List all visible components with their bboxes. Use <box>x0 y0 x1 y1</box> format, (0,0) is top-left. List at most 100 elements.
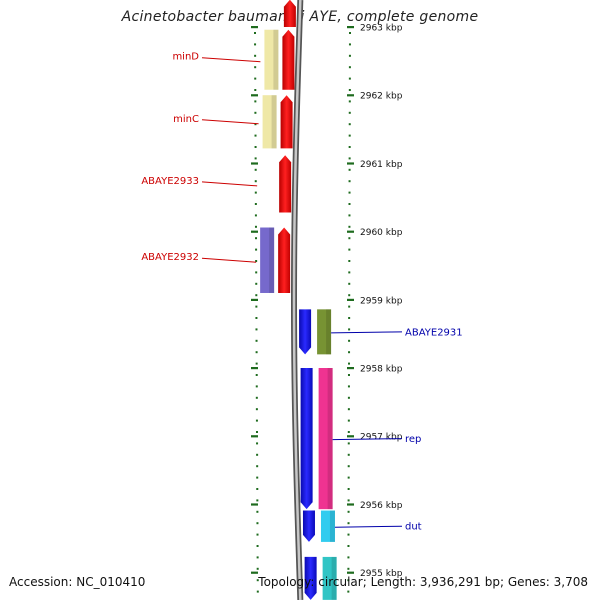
label-leader <box>334 525 403 528</box>
accession-value: NC_010410 <box>76 575 146 589</box>
genes-label: Genes: <box>507 575 550 589</box>
minor-tick <box>254 77 257 80</box>
gene-label-rep[interactable]: rep <box>405 434 421 445</box>
minor-tick <box>348 66 351 69</box>
minor-tick <box>254 123 257 126</box>
genes-value: 3,708 <box>553 575 588 589</box>
gene-gap <box>262 360 282 363</box>
tick-label: 2961 kbp <box>360 160 403 170</box>
minor-tick <box>255 237 258 240</box>
gene-arrow-ABAYE2932[interactable] <box>278 227 291 293</box>
major-tick-right <box>347 26 354 29</box>
tick-label: 2956 kbp <box>360 501 403 511</box>
minor-tick <box>348 260 351 262</box>
minor-tick <box>256 510 259 513</box>
cog-box-minD <box>264 29 279 90</box>
minor-tick <box>348 351 351 354</box>
minor-tick <box>255 260 258 262</box>
major-tick-left <box>251 503 258 506</box>
minor-tick <box>256 465 259 468</box>
minor-tick <box>254 43 257 46</box>
minor-tick <box>255 248 258 251</box>
minor-tick <box>347 374 350 376</box>
gene-label-ABAYE2931[interactable]: ABAYE2931 <box>405 327 463 338</box>
minor-tick <box>255 408 258 411</box>
gene-label-minD[interactable]: minD <box>172 52 199 63</box>
minor-tick <box>256 567 259 570</box>
gene-arrow-minD[interactable] <box>282 29 295 90</box>
minor-tick <box>348 89 351 91</box>
minor-tick <box>254 157 257 160</box>
label-leader <box>201 181 258 187</box>
minor-tick <box>254 100 257 103</box>
minor-tick <box>348 123 351 126</box>
major-tick-left <box>251 367 258 370</box>
minor-tick <box>348 282 351 285</box>
minor-tick <box>348 146 351 148</box>
cog-box-shade <box>269 227 275 293</box>
major-tick-right <box>347 435 354 438</box>
major-tick-left <box>251 162 258 165</box>
gene-arrow-ABAYE2931[interactable] <box>299 309 312 355</box>
cog-box-rep <box>318 368 333 510</box>
gene-label-dut[interactable]: dut <box>405 522 422 533</box>
gene-gap <box>262 508 282 511</box>
minor-tick <box>254 54 257 57</box>
minor-tick <box>254 111 257 114</box>
accession-text: Accession: NC_010410 <box>9 575 145 589</box>
minor-tick <box>348 54 351 57</box>
minor-tick <box>254 32 256 34</box>
minor-tick <box>348 134 351 137</box>
minor-tick <box>347 579 350 582</box>
label-leader <box>332 438 403 441</box>
tick-label: 2958 kbp <box>360 365 403 375</box>
minor-tick <box>348 225 351 228</box>
minor-tick <box>349 32 351 34</box>
minor-tick <box>255 271 258 274</box>
accession-label: Accession: <box>9 575 73 589</box>
major-tick-right <box>347 367 354 370</box>
cog-box-dut <box>320 510 335 542</box>
label-leader <box>201 257 257 263</box>
minor-tick <box>347 442 350 445</box>
minor-tick <box>255 374 258 376</box>
minor-tick <box>347 522 350 525</box>
minor-tick <box>256 453 259 456</box>
gene-arrow-rep[interactable] <box>300 368 313 510</box>
label-leader <box>331 331 403 334</box>
major-tick-left <box>251 435 258 438</box>
minor-tick <box>348 168 351 171</box>
minor-tick <box>347 510 350 513</box>
minor-tick <box>254 66 257 69</box>
gene-arrow-dut[interactable] <box>302 510 315 542</box>
gene-gap <box>262 91 282 94</box>
minor-tick <box>256 499 259 502</box>
minor-tick <box>254 225 257 228</box>
minor-tick <box>255 351 258 354</box>
gene-arrow-minC[interactable] <box>280 95 293 149</box>
minor-tick <box>254 203 257 205</box>
cog-box <box>322 556 337 600</box>
length-label: Length: <box>370 575 417 589</box>
minor-tick <box>255 385 258 388</box>
tick-label: 2962 kbp <box>360 92 403 102</box>
minor-tick <box>348 305 351 308</box>
gene-arrow[interactable] <box>283 0 296 27</box>
major-tick-right <box>347 571 354 574</box>
gene-label-minC[interactable]: minC <box>173 114 199 125</box>
gene-label-ABAYE2933[interactable]: ABAYE2933 <box>141 176 199 187</box>
cog-box-shade <box>326 309 332 355</box>
minor-tick <box>254 214 257 217</box>
minor-tick <box>255 305 258 308</box>
minor-tick <box>347 533 350 536</box>
minor-tick <box>347 396 350 399</box>
backbone <box>292 0 302 600</box>
minor-tick <box>348 362 351 365</box>
gene-gap <box>262 150 282 153</box>
minor-tick <box>256 556 259 559</box>
gene-arrow[interactable] <box>304 556 317 600</box>
minor-tick <box>348 77 351 80</box>
major-tick-left <box>251 230 258 233</box>
gene-label-ABAYE2932[interactable]: ABAYE2932 <box>141 252 199 263</box>
gene-arrow-ABAYE2933[interactable] <box>279 155 292 213</box>
